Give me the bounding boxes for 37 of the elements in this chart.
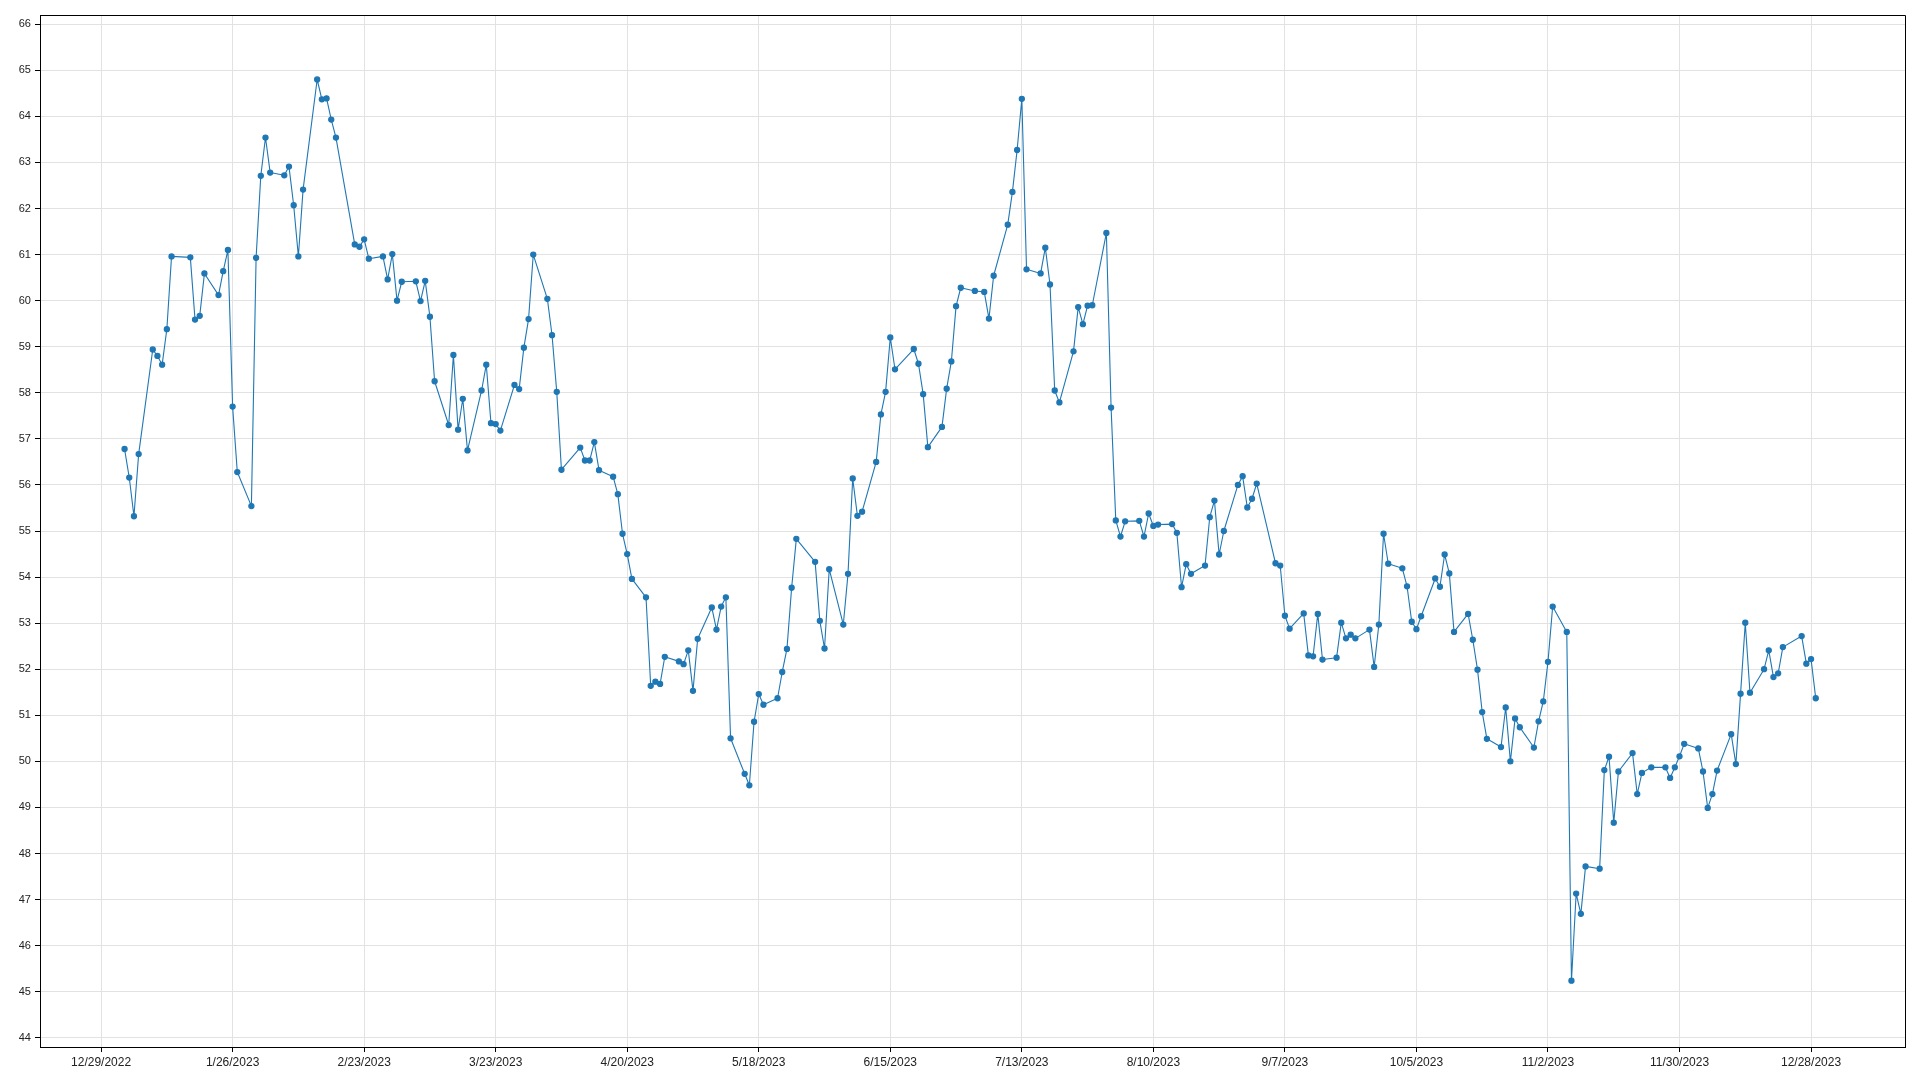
y-tick-label: 62 xyxy=(18,201,31,214)
y-tick-label: 60 xyxy=(18,293,31,306)
y-tick-label: 65 xyxy=(18,63,31,76)
x-tick-label: 2/23/2023 xyxy=(337,1054,392,1069)
y-tick-label: 48 xyxy=(18,846,31,859)
y-tick-label: 47 xyxy=(18,892,31,905)
y-tick-label: 66 xyxy=(18,17,31,30)
x-tick-label: 7/13/2023 xyxy=(995,1054,1049,1069)
x-tick-label: 11/2/2023 xyxy=(1521,1054,1575,1069)
y-tick-label: 63 xyxy=(18,155,31,168)
y-tick-label: 45 xyxy=(18,984,31,997)
y-tick-label: 56 xyxy=(18,477,31,490)
x-tick-label: 10/5/2023 xyxy=(1389,1054,1444,1069)
y-tick-label: 59 xyxy=(18,339,31,352)
x-tick-label: 4/20/2023 xyxy=(600,1054,655,1069)
x-tick-label: 12/29/2022 xyxy=(71,1054,132,1069)
y-tick-label: 52 xyxy=(18,662,31,675)
y-tick-label: 55 xyxy=(18,524,31,537)
x-tick-label: 3/23/2023 xyxy=(468,1054,523,1069)
y-tick-label: 58 xyxy=(18,385,31,398)
y-tick-label: 49 xyxy=(18,800,31,813)
x-tick-label: 5/18/2023 xyxy=(732,1054,786,1069)
y-tick-label: 50 xyxy=(18,754,31,767)
y-tick-label: 51 xyxy=(18,708,31,721)
x-tick-label: 6/15/2023 xyxy=(863,1054,918,1069)
x-tick-label: 1/26/2023 xyxy=(205,1054,260,1069)
y-tick-label: 54 xyxy=(18,570,31,583)
x-tick-label: 11/30/2023 xyxy=(1649,1054,1710,1069)
x-tick-label: 12/28/2023 xyxy=(1781,1054,1842,1069)
x-tick-label: 9/7/2023 xyxy=(1261,1054,1309,1069)
x-tick-label: 8/10/2023 xyxy=(1126,1054,1181,1069)
y-tick-label: 57 xyxy=(18,431,31,444)
y-tick-label: 44 xyxy=(18,1030,31,1043)
y-tick-label: 53 xyxy=(18,616,31,629)
y-tick-label: 46 xyxy=(18,938,31,951)
y-tick-label: 64 xyxy=(18,109,31,122)
y-tick-label: 61 xyxy=(18,247,31,260)
